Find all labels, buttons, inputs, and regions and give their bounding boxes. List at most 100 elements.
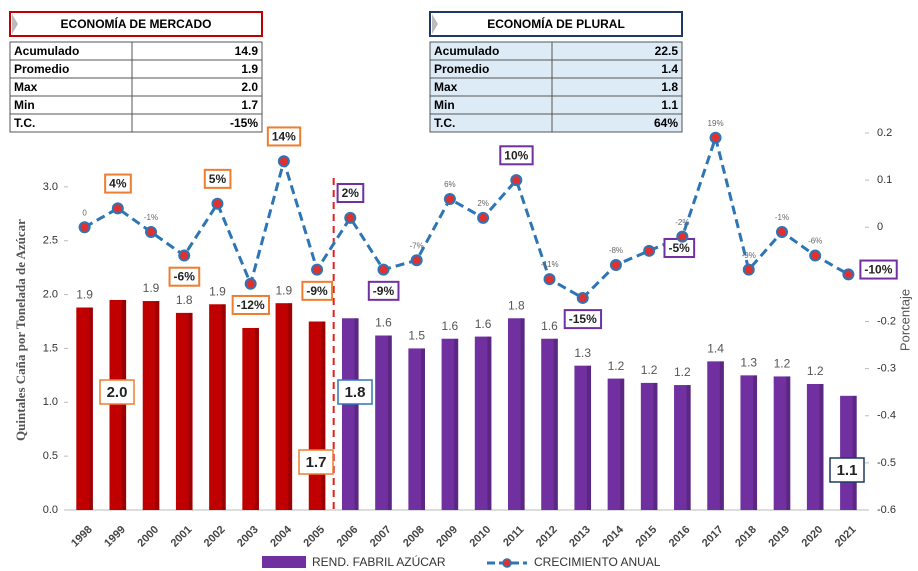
bar-label: 1.3: [740, 356, 757, 370]
row-label: Max: [434, 80, 458, 94]
table-title-box: [429, 11, 683, 37]
growth-line: [83, 132, 850, 300]
growth-label: -6%: [174, 270, 196, 284]
growth-label: -12%: [237, 298, 265, 312]
growth-label-box: 10%: [499, 145, 534, 166]
label-box: [563, 309, 603, 330]
growth-label-box: -6%: [168, 266, 201, 287]
growth-marker: [709, 131, 722, 144]
growth-label: -7%: [410, 241, 424, 250]
growth-label: -11%: [540, 260, 558, 269]
bar: [674, 385, 691, 510]
row-label: Promedio: [434, 62, 489, 76]
growth-label-box: -9%: [301, 280, 334, 301]
row-value: 1.4: [661, 62, 678, 76]
annotation: 1.7: [306, 454, 327, 471]
x-tick-label: 2014: [600, 523, 626, 549]
annotation-box: [829, 457, 865, 483]
bar-label: 1.6: [375, 316, 392, 330]
y-tick-label: 2.0: [43, 288, 58, 300]
row-value: 64%: [654, 116, 678, 130]
row-value: -15%: [230, 116, 258, 130]
legend-label: REND. FABRIL AZÚCAR: [312, 554, 446, 569]
row-label: Acumulado: [434, 44, 499, 58]
bar-shade: [686, 385, 691, 510]
x-tick-label: 2009: [434, 524, 460, 550]
label-box: [203, 168, 232, 189]
x-tick-label: 2021: [833, 524, 859, 550]
bar-shade: [786, 376, 791, 510]
growth-label: -2%: [675, 218, 689, 227]
bar: [242, 327, 259, 510]
growth-marker: [543, 273, 556, 286]
growth-label: 0: [82, 208, 87, 217]
y-tick-label: 3.0: [43, 181, 58, 193]
summary-table: ECONOMÍA DE PLURAL Acumulado 22.5 Promedio 1…: [429, 11, 683, 133]
bar-shade: [520, 318, 525, 510]
growth-marker: [410, 254, 423, 267]
growth-label-box: -12%: [231, 294, 270, 315]
bar: [707, 361, 724, 510]
row-value: 22.5: [655, 44, 679, 58]
growth-marker: [643, 244, 656, 257]
x-tick-label: 2001: [169, 524, 195, 550]
growth-label-box: -15%: [563, 309, 603, 330]
x-tick-label: 2011: [501, 524, 526, 549]
x-tick-label: 2002: [202, 524, 228, 550]
x-tick-label: 2007: [368, 524, 394, 550]
growth-marker: [676, 230, 689, 243]
y-axis-label: Quintales Caña por Tonelada de Azúcar: [13, 219, 28, 441]
row-label: Acumulado: [14, 44, 79, 58]
table-title-box: [9, 11, 263, 37]
bar: [773, 376, 791, 510]
bar: [640, 382, 658, 510]
bar: [209, 304, 226, 510]
bar-shade: [420, 348, 425, 510]
bar: [341, 318, 359, 510]
y2-axis-label: Porcentaje: [897, 289, 912, 351]
x-tick-label: 2005: [301, 524, 327, 550]
x-tick-label: 2018: [733, 524, 759, 550]
label-box: [231, 294, 270, 315]
y2-tick-label: 0.1: [877, 174, 892, 186]
growth-label: 5%: [209, 172, 227, 186]
title-marker: [12, 14, 18, 34]
bar: [740, 375, 758, 510]
growth-label: -10%: [864, 263, 892, 277]
x-tick-label: 2000: [135, 524, 161, 550]
growth-label-box: 2%: [336, 182, 365, 203]
table-cell: [551, 113, 683, 133]
growth-marker: [609, 258, 622, 271]
x-tick-label: 2013: [567, 524, 593, 550]
bar: [508, 318, 525, 510]
annotation: 1.8: [345, 384, 366, 401]
bar: [806, 383, 824, 510]
table-title: ECONOMÍA DE MERCADO: [61, 16, 212, 31]
table-cell: [131, 113, 263, 133]
growth-marker: [842, 268, 855, 281]
y2-tick-label: -0.3: [877, 363, 896, 375]
legend-swatch: [262, 556, 306, 568]
bar: [474, 336, 492, 510]
y2-tick-label: -0.6: [877, 504, 896, 516]
y2-tick-label: -0.4: [877, 410, 896, 422]
bar-shade: [188, 312, 193, 510]
row-label: Min: [434, 98, 455, 112]
x-tick-label: 2006: [335, 524, 361, 550]
title-marker: [432, 14, 438, 34]
row-value: 1.1: [661, 98, 678, 112]
growth-label: 2%: [477, 199, 489, 208]
growth-marker: [377, 263, 390, 276]
bar-label: 1.2: [608, 359, 625, 373]
growth-label: 19%: [708, 119, 724, 128]
x-tick-label: 1998: [69, 524, 95, 550]
growth-marker: [244, 277, 257, 290]
x-tick-label: 2003: [235, 524, 261, 550]
x-tick-label: 2017: [700, 524, 726, 550]
label-box: [168, 266, 201, 287]
growth-label: -1%: [144, 213, 158, 222]
label-box: [859, 259, 898, 280]
growth-marker: [477, 211, 490, 224]
growth-marker: [145, 225, 158, 238]
